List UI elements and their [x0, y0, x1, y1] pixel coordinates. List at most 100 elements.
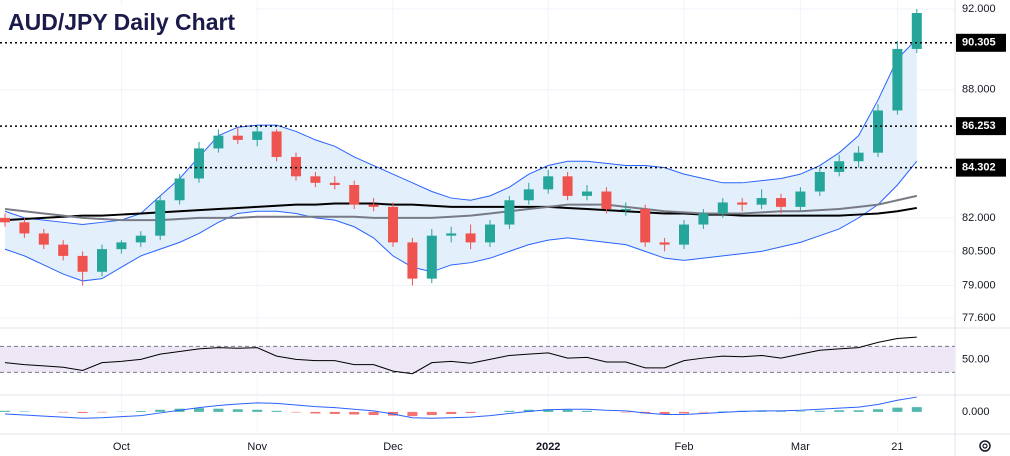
- candle-body: [135, 235, 146, 243]
- histogram-bar: [368, 411, 379, 416]
- histogram-bar: [853, 410, 864, 412]
- histogram-bar: [310, 411, 321, 414]
- level-label-bg: [956, 117, 1006, 136]
- histogram-bar: [523, 409, 534, 412]
- rsi-band: [0, 346, 955, 373]
- histogram-bar: [543, 409, 554, 412]
- candle-body: [349, 184, 360, 205]
- candle-body: [77, 255, 88, 272]
- histogram-bar: [213, 408, 224, 412]
- candle-body: [194, 148, 204, 179]
- candle-body: [232, 135, 243, 140]
- candle-body: [58, 244, 69, 256]
- candle-body: [368, 204, 379, 207]
- y-tick-label: 80.500: [962, 245, 996, 257]
- histogram-bar: [562, 409, 573, 412]
- histogram-bar: [97, 411, 107, 413]
- x-tick-label: Oct: [113, 441, 130, 453]
- candle-body: [271, 131, 282, 157]
- candle-body: [523, 189, 534, 201]
- candle-body: [814, 171, 825, 192]
- band-lower: [4, 160, 918, 282]
- histogram-bar: [795, 411, 806, 412]
- candle-body: [911, 13, 922, 49]
- histogram-bar: [0, 410, 10, 412]
- x-tick-label: Feb: [675, 441, 694, 453]
- chart-title: AUD/JPY Daily Chart: [8, 9, 235, 35]
- candle-body: [252, 131, 263, 140]
- rsi-line: [4, 336, 917, 375]
- histogram-bar: [291, 411, 301, 413]
- y-tick-label: 92.000: [962, 3, 996, 15]
- histogram-bar: [232, 409, 243, 412]
- histogram-bar: [194, 408, 204, 412]
- histogram-bar: [465, 411, 476, 413]
- level-label-bg: [956, 33, 1006, 52]
- candle-body: [485, 224, 495, 243]
- y-tick-label: 88.000: [962, 84, 996, 96]
- histogram-bar: [271, 410, 282, 412]
- candle-body: [504, 200, 515, 225]
- y-tick-label: 50.00: [962, 353, 990, 365]
- histogram-bar: [873, 409, 883, 412]
- histogram-bar: [426, 411, 437, 416]
- level-label-bg: [956, 158, 1006, 177]
- title-bg: [0, 6, 255, 40]
- level-label: 86.253: [962, 120, 996, 132]
- candle-body: [601, 191, 612, 210]
- candle-body: [562, 176, 573, 196]
- candle-body: [97, 249, 107, 272]
- histogram-bar: [329, 411, 340, 414]
- band-fill: [5, 38, 917, 281]
- level-label: 90.305: [962, 37, 996, 49]
- candle-body: [892, 48, 903, 111]
- candle-body: [795, 191, 806, 207]
- candle-body: [465, 233, 476, 243]
- candle-body: [407, 242, 418, 279]
- histogram-bar: [911, 407, 922, 412]
- candle-body: [310, 176, 321, 183]
- histogram-bar: [698, 411, 709, 413]
- candle-body: [116, 242, 127, 250]
- candle-body: [19, 222, 30, 234]
- candle-body: [834, 161, 845, 172]
- settings-icon[interactable]: [979, 440, 991, 452]
- histogram-bar: [135, 411, 146, 412]
- histogram-bar: [659, 411, 670, 414]
- candle-body: [679, 224, 689, 245]
- x-tick-label: Mar: [791, 441, 810, 453]
- candle-body: [213, 135, 224, 149]
- x-tick-label: 2022: [536, 441, 560, 453]
- candle-body: [640, 209, 651, 243]
- x-tick-label: Dec: [383, 441, 403, 453]
- candle-body: [155, 200, 166, 236]
- candle-body: [717, 202, 728, 214]
- y-tick-label: 79.000: [962, 279, 996, 291]
- histogram-bar: [446, 411, 457, 414]
- candle-body: [756, 198, 767, 205]
- candle-body: [543, 176, 554, 190]
- histogram-bar: [349, 411, 360, 415]
- histogram-bar: [252, 409, 263, 412]
- histogram-bar: [814, 410, 825, 412]
- candle-body: [446, 233, 457, 236]
- macd-line: [4, 396, 917, 419]
- histogram-bar: [717, 411, 728, 412]
- histogram-bar: [620, 411, 631, 413]
- histogram-bar: [77, 411, 88, 413]
- histogram-bar: [155, 409, 166, 412]
- candle-body: [388, 206, 398, 243]
- candle-body: [0, 217, 10, 223]
- candle-body: [737, 202, 748, 205]
- candle-body: [582, 191, 592, 196]
- histogram-bar: [582, 410, 592, 412]
- y-tick-label: 77.600: [962, 312, 996, 324]
- candle-body: [291, 156, 301, 177]
- histogram-bar: [58, 411, 69, 413]
- histogram-bar: [756, 410, 767, 412]
- candle-body: [174, 178, 185, 201]
- y-tick-label: 0.000: [962, 406, 990, 418]
- candle-body: [776, 198, 786, 207]
